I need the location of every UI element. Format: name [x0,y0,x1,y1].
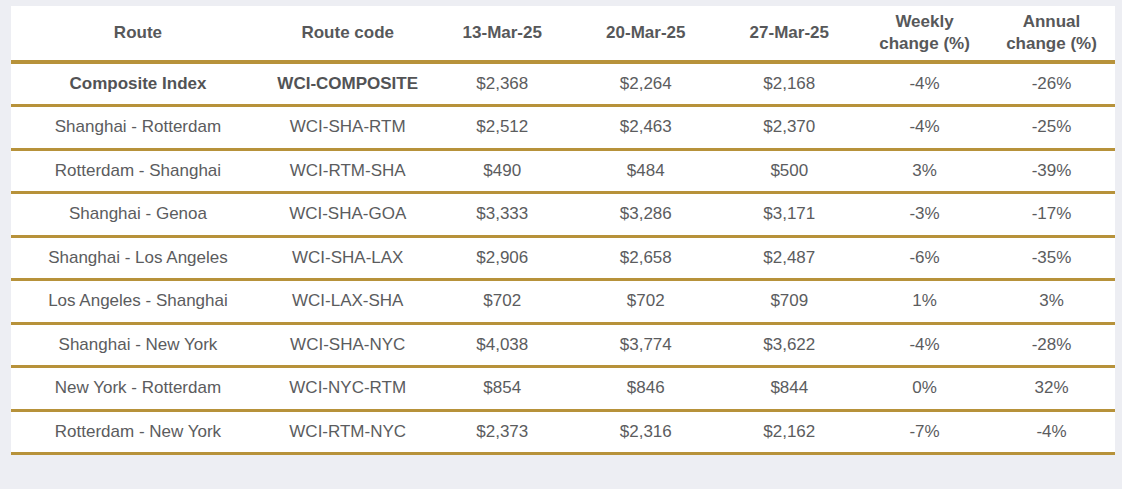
weekly-change-cell: -4% [861,106,988,150]
annual-change-cell: -39% [988,149,1115,193]
annual-change-cell: -35% [988,236,1115,280]
column-header-route-code: Route code [265,6,431,62]
annual-change-cell: -25% [988,106,1115,150]
price-cell: $2,373 [431,410,575,454]
price-cell: $3,171 [718,193,862,237]
price-cell: $2,512 [431,106,575,150]
container-freight-rates-table: Route Route code 13-Mar-25 20-Mar-25 27-… [11,6,1115,455]
table-row-shanghai-new-york: Shanghai - New York WCI-SHA-NYC $4,038 $… [11,323,1115,367]
column-header-date-13-mar: 13-Mar-25 [431,6,575,62]
price-cell: $846 [574,367,718,411]
price-cell: $2,906 [431,236,575,280]
price-cell: $3,774 [574,323,718,367]
price-cell: $500 [718,149,862,193]
price-cell: $2,316 [574,410,718,454]
table-row-rotterdam-shanghai: Rotterdam - Shanghai WCI-RTM-SHA $490 $4… [11,149,1115,193]
price-cell: $4,038 [431,323,575,367]
table-row-shanghai-genoa: Shanghai - Genoa WCI-SHA-GOA $3,333 $3,2… [11,193,1115,237]
table-body: Composite Index WCI-COMPOSITE $2,368 $2,… [11,62,1115,454]
price-cell: $2,487 [718,236,862,280]
table-row-shanghai-rotterdam: Shanghai - Rotterdam WCI-SHA-RTM $2,512 … [11,106,1115,150]
weekly-change-cell: -4% [861,62,988,106]
weekly-change-cell: 1% [861,280,988,324]
route-code-cell: WCI-RTM-SHA [265,149,431,193]
price-cell: $2,370 [718,106,862,150]
annual-change-cell: 32% [988,367,1115,411]
price-cell: $3,286 [574,193,718,237]
annual-change-cell: -26% [988,62,1115,106]
route-cell: Shanghai - Los Angeles [11,236,265,280]
route-code-cell: WCI-SHA-LAX [265,236,431,280]
annual-change-cell: 3% [988,280,1115,324]
route-cell: Shanghai - Rotterdam [11,106,265,150]
route-cell: New York - Rotterdam [11,367,265,411]
price-cell: $702 [574,280,718,324]
price-cell: $844 [718,367,862,411]
column-header-date-27-mar: 27-Mar-25 [718,6,862,62]
wci-rates-table: Route Route code 13-Mar-25 20-Mar-25 27-… [11,6,1115,455]
table-row-composite-index: Composite Index WCI-COMPOSITE $2,368 $2,… [11,62,1115,106]
table-row-rotterdam-new-york: Rotterdam - New York WCI-RTM-NYC $2,373 … [11,410,1115,454]
route-cell: Shanghai - New York [11,323,265,367]
route-cell: Rotterdam - New York [11,410,265,454]
route-cell: Rotterdam - Shanghai [11,149,265,193]
price-cell: $2,162 [718,410,862,454]
weekly-change-cell: -7% [861,410,988,454]
annual-change-cell: -4% [988,410,1115,454]
column-header-weekly-change: Weekly change (%) [861,6,988,62]
price-cell: $709 [718,280,862,324]
weekly-change-cell: 3% [861,149,988,193]
weekly-change-cell: -3% [861,193,988,237]
price-cell: $2,264 [574,62,718,106]
route-cell: Shanghai - Genoa [11,193,265,237]
route-cell: Los Angeles - Shanghai [11,280,265,324]
route-code-cell: WCI-COMPOSITE [265,62,431,106]
annual-change-cell: -17% [988,193,1115,237]
weekly-change-cell: -4% [861,323,988,367]
price-cell: $3,333 [431,193,575,237]
weekly-change-cell: -6% [861,236,988,280]
header-row: Route Route code 13-Mar-25 20-Mar-25 27-… [11,6,1115,62]
table-row-new-york-rotterdam: New York - Rotterdam WCI-NYC-RTM $854 $8… [11,367,1115,411]
table-header: Route Route code 13-Mar-25 20-Mar-25 27-… [11,6,1115,62]
route-code-cell: WCI-SHA-GOA [265,193,431,237]
route-code-cell: WCI-RTM-NYC [265,410,431,454]
price-cell: $3,622 [718,323,862,367]
route-cell: Composite Index [11,62,265,106]
column-header-date-20-mar: 20-Mar-25 [574,6,718,62]
price-cell: $2,368 [431,62,575,106]
price-cell: $490 [431,149,575,193]
price-cell: $702 [431,280,575,324]
price-cell: $854 [431,367,575,411]
price-cell: $2,168 [718,62,862,106]
route-code-cell: WCI-LAX-SHA [265,280,431,324]
route-code-cell: WCI-NYC-RTM [265,367,431,411]
price-cell: $2,463 [574,106,718,150]
column-header-route: Route [11,6,265,62]
table-row-shanghai-los-angeles: Shanghai - Los Angeles WCI-SHA-LAX $2,90… [11,236,1115,280]
route-code-cell: WCI-SHA-RTM [265,106,431,150]
annual-change-cell: -28% [988,323,1115,367]
price-cell: $2,658 [574,236,718,280]
weekly-change-cell: 0% [861,367,988,411]
price-cell: $484 [574,149,718,193]
route-code-cell: WCI-SHA-NYC [265,323,431,367]
column-header-annual-change: Annual change (%) [988,6,1115,62]
table-row-los-angeles-shanghai: Los Angeles - Shanghai WCI-LAX-SHA $702 … [11,280,1115,324]
